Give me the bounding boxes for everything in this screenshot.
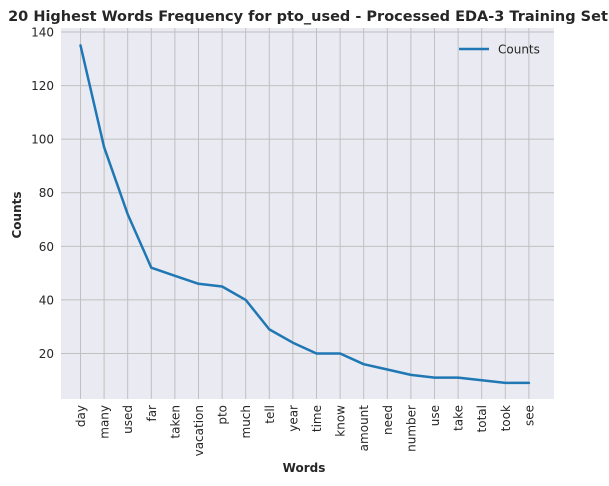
x-tick-label: take xyxy=(452,405,466,431)
chart-title: 20 Highest Words Frequency for pto_used … xyxy=(8,9,608,25)
x-tick-label: tell xyxy=(263,405,277,424)
grid-lines xyxy=(61,28,554,399)
plot-background xyxy=(61,28,554,399)
x-tick-label: year xyxy=(286,405,300,432)
x-axis-label: Words xyxy=(283,461,326,475)
series-line-counts xyxy=(79,44,531,385)
y-tick-label: 40 xyxy=(39,293,54,307)
x-tick-label: time xyxy=(310,405,324,432)
x-tick-label: took xyxy=(499,405,513,431)
y-tick-labels: 20 40 60 80 100 120 140 xyxy=(31,26,54,361)
x-tick-label: need xyxy=(381,405,395,435)
series-lines xyxy=(79,44,531,385)
y-tick-label: 140 xyxy=(31,26,54,40)
y-tick-label: 120 xyxy=(31,79,54,93)
x-tick-label: number xyxy=(404,405,418,452)
y-tick-label: 60 xyxy=(39,240,54,254)
x-tick-label: far xyxy=(145,405,159,422)
x-tick-label: day xyxy=(74,405,88,427)
legend-label: Counts xyxy=(498,43,540,57)
x-tick-label: see xyxy=(522,405,536,426)
x-tick-label: vacation xyxy=(192,405,206,456)
y-tick-label: 20 xyxy=(39,347,54,361)
x-tick-label: used xyxy=(121,405,135,434)
y-axis-label: Counts xyxy=(10,191,24,238)
x-tick-label: amount xyxy=(357,405,371,452)
x-tick-label: many xyxy=(98,405,112,439)
x-tick-label: taken xyxy=(168,405,182,439)
x-tick-labels: day many used far taken vacation pto much tell ye… xyxy=(74,405,536,457)
x-tick-label: total xyxy=(475,405,489,432)
x-tick-label: use xyxy=(428,405,442,426)
legend: Counts xyxy=(459,43,540,57)
x-tick-label: know xyxy=(334,405,348,437)
x-tick-label: pto xyxy=(216,405,230,425)
y-tick-label: 100 xyxy=(31,133,54,147)
x-tick-label: much xyxy=(239,405,253,439)
y-tick-label: 80 xyxy=(39,186,54,200)
